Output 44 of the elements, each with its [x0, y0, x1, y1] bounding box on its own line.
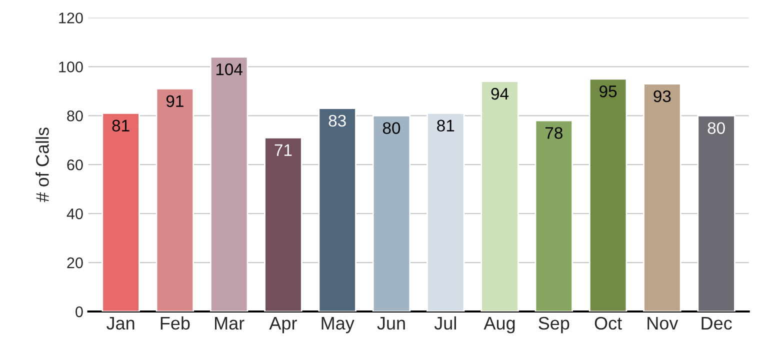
bar	[643, 83, 682, 312]
y-tick-label: 120	[59, 12, 83, 24]
x-tick-label: Dec	[702, 317, 732, 330]
data-label: 78	[545, 127, 562, 139]
bar	[318, 108, 356, 312]
data-label: 95	[600, 85, 617, 98]
data-label: 94	[491, 88, 509, 100]
y-tick-label: 60	[67, 159, 83, 170]
y-tick-label: 40	[66, 208, 83, 220]
data-label: 80	[708, 122, 725, 134]
y-axis-title: # of Calls	[36, 128, 49, 202]
x-tick-label: Sep	[538, 316, 570, 334]
bar	[480, 80, 519, 312]
data-label: 93	[654, 90, 671, 102]
x-tick-label: Jun	[377, 317, 405, 330]
bar	[156, 88, 194, 312]
data-label: 83	[328, 114, 346, 127]
data-label: 81	[112, 120, 130, 132]
bar	[102, 112, 140, 312]
data-label: 71	[274, 144, 292, 156]
bar	[588, 78, 628, 312]
bar	[210, 56, 248, 312]
bar	[534, 120, 574, 312]
x-tick-label: Jan	[106, 317, 134, 330]
data-label: 104	[216, 63, 242, 76]
y-tick-label: 100	[59, 62, 83, 72]
bar	[372, 114, 411, 312]
x-tick-label: Oct	[594, 316, 622, 330]
data-label: 91	[166, 95, 184, 108]
x-tick-label: Feb	[160, 316, 190, 330]
x-tick-label: Aug	[484, 317, 515, 334]
data-label: 80	[382, 122, 400, 134]
y-tick-label: 0	[76, 306, 83, 318]
x-tick-label: Nov	[648, 317, 678, 330]
data-label: 81	[437, 120, 454, 132]
x-tick-label: Jul	[434, 316, 456, 330]
x-tick-label: May	[322, 317, 354, 334]
y-tick-label: 20	[67, 257, 83, 268]
y-tick-label: 80	[67, 110, 83, 122]
bar	[697, 114, 736, 312]
bar	[264, 136, 302, 312]
x-tick-label: Mar	[215, 317, 244, 330]
bar	[426, 112, 465, 312]
x-tick-label: Apr	[269, 317, 297, 334]
